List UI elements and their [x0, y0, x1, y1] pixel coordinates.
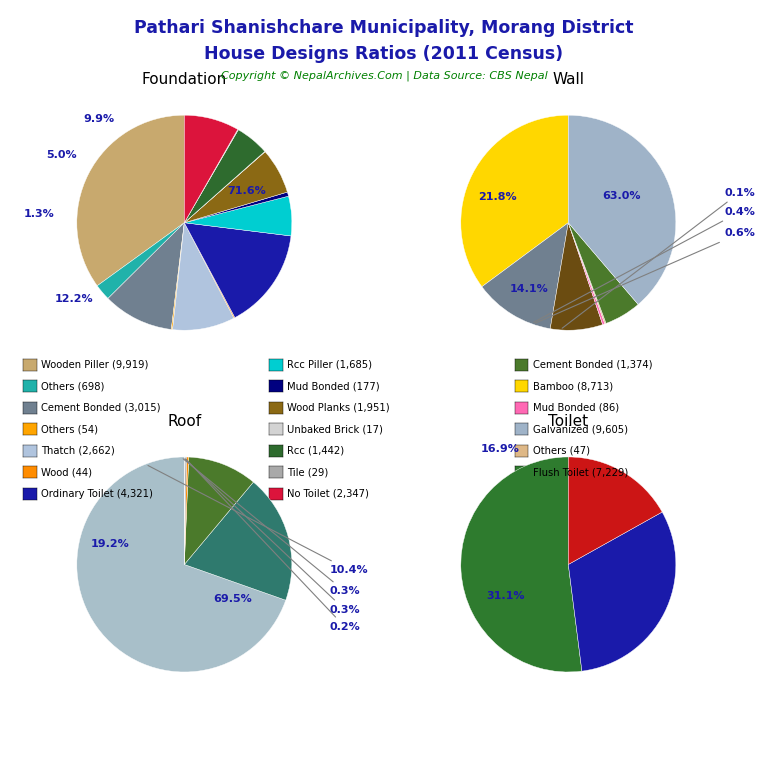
Text: 0.3%: 0.3% — [185, 458, 360, 614]
Text: 5.0%: 5.0% — [47, 150, 78, 160]
Wedge shape — [184, 115, 238, 223]
Text: 0.3%: 0.3% — [183, 458, 360, 597]
Text: Rcc (1,442): Rcc (1,442) — [287, 445, 344, 456]
Text: Cement Bonded (1,374): Cement Bonded (1,374) — [533, 359, 653, 370]
Wedge shape — [77, 115, 184, 286]
Wedge shape — [568, 223, 606, 324]
Text: Tile (29): Tile (29) — [287, 467, 329, 478]
Text: 0.1%: 0.1% — [562, 187, 755, 328]
Text: 0.6%: 0.6% — [535, 228, 755, 323]
Text: Rcc Piller (1,685): Rcc Piller (1,685) — [287, 359, 372, 370]
Text: Wood Planks (1,951): Wood Planks (1,951) — [287, 402, 390, 413]
Text: Wood (44): Wood (44) — [41, 467, 92, 478]
Wedge shape — [184, 482, 292, 601]
Text: Mud Bonded (177): Mud Bonded (177) — [287, 381, 380, 392]
Wedge shape — [568, 223, 638, 323]
Wedge shape — [184, 151, 265, 223]
Wedge shape — [184, 223, 235, 318]
Text: Mud Bonded (86): Mud Bonded (86) — [533, 402, 619, 413]
Text: Others (698): Others (698) — [41, 381, 105, 392]
Text: Copyright © NepalArchives.Com | Data Source: CBS Nepal: Copyright © NepalArchives.Com | Data Sou… — [220, 71, 548, 81]
Text: Others (47): Others (47) — [533, 445, 590, 456]
Text: Thatch (2,662): Thatch (2,662) — [41, 445, 115, 456]
Text: 9.9%: 9.9% — [84, 114, 114, 124]
Wedge shape — [550, 223, 603, 330]
Text: 10.4%: 10.4% — [148, 465, 368, 575]
Text: 69.5%: 69.5% — [214, 594, 252, 604]
Text: Others (54): Others (54) — [41, 424, 98, 435]
Text: No Toilet (2,347): No Toilet (2,347) — [287, 488, 369, 499]
Text: Cement Bonded (3,015): Cement Bonded (3,015) — [41, 402, 161, 413]
Wedge shape — [171, 223, 184, 329]
Wedge shape — [461, 457, 582, 672]
Text: Bamboo (8,713): Bamboo (8,713) — [533, 381, 613, 392]
Text: Wooden Piller (9,919): Wooden Piller (9,919) — [41, 359, 149, 370]
Wedge shape — [568, 457, 662, 564]
Text: 0.4%: 0.4% — [534, 207, 755, 323]
Wedge shape — [568, 512, 676, 671]
Wedge shape — [173, 223, 234, 330]
Text: 19.2%: 19.2% — [91, 539, 129, 549]
Title: Toilet: Toilet — [548, 414, 588, 429]
Wedge shape — [184, 223, 291, 318]
Wedge shape — [184, 130, 265, 223]
Wedge shape — [184, 457, 253, 564]
Wedge shape — [184, 457, 185, 564]
Text: 1.3%: 1.3% — [24, 209, 55, 219]
Wedge shape — [108, 223, 184, 329]
Text: 52.0%: 52.0% — [614, 564, 652, 574]
Text: 14.1%: 14.1% — [510, 284, 548, 294]
Wedge shape — [482, 223, 568, 329]
Text: 0.2%: 0.2% — [186, 459, 360, 632]
Wedge shape — [98, 223, 184, 299]
Wedge shape — [461, 115, 568, 286]
Text: Unbaked Brick (17): Unbaked Brick (17) — [287, 424, 383, 435]
Text: Ordinary Toilet (4,321): Ordinary Toilet (4,321) — [41, 488, 154, 499]
Wedge shape — [184, 457, 187, 564]
Text: 12.2%: 12.2% — [55, 294, 93, 304]
Text: 16.9%: 16.9% — [481, 444, 520, 454]
Text: House Designs Ratios (2011 Census): House Designs Ratios (2011 Census) — [204, 45, 564, 62]
Text: Pathari Shanishchare Municipality, Morang District: Pathari Shanishchare Municipality, Moran… — [134, 19, 634, 37]
Title: Foundation: Foundation — [141, 72, 227, 87]
Wedge shape — [568, 223, 605, 325]
Text: 31.1%: 31.1% — [487, 591, 525, 601]
Wedge shape — [184, 196, 292, 236]
Text: 63.0%: 63.0% — [602, 191, 641, 201]
Wedge shape — [77, 457, 286, 672]
Title: Wall: Wall — [552, 72, 584, 87]
Title: Roof: Roof — [167, 414, 201, 429]
Wedge shape — [568, 115, 676, 304]
Text: Flush Toilet (7,229): Flush Toilet (7,229) — [533, 467, 628, 478]
Text: 71.6%: 71.6% — [227, 186, 266, 196]
Text: Galvanized (9,605): Galvanized (9,605) — [533, 424, 628, 435]
Wedge shape — [184, 152, 287, 223]
Wedge shape — [184, 192, 289, 223]
Wedge shape — [184, 130, 238, 223]
Wedge shape — [184, 457, 189, 564]
Text: 21.8%: 21.8% — [478, 192, 517, 202]
